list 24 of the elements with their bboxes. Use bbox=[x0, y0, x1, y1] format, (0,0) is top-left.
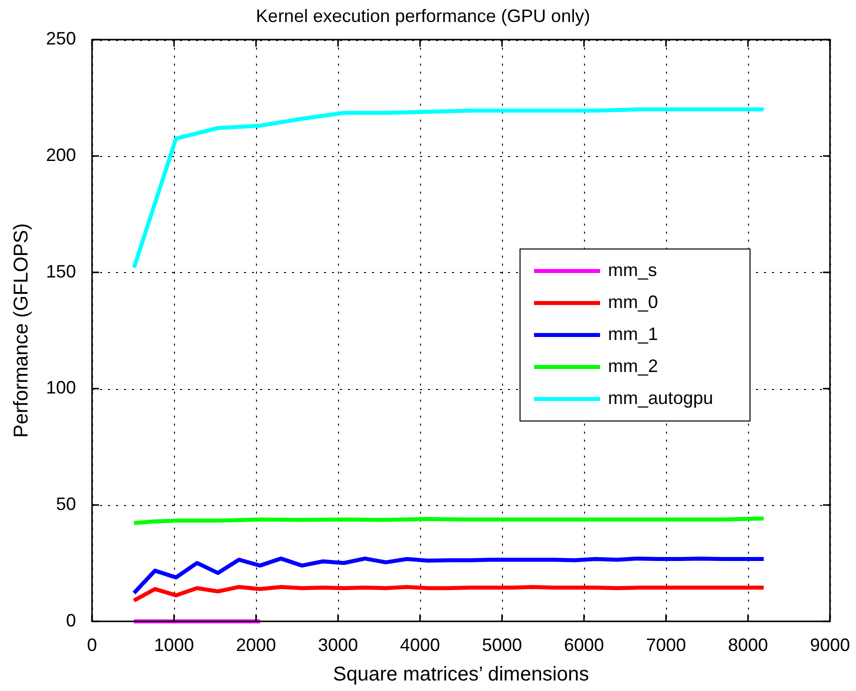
x-axis-title: Square matrices’ dimensions bbox=[332, 664, 590, 686]
x-tick-label: 2000 bbox=[236, 635, 276, 656]
x-tick-label: 4000 bbox=[400, 635, 440, 656]
x-tick-label: 0 bbox=[87, 635, 98, 656]
y-tick-label: 250 bbox=[46, 28, 76, 49]
x-tick-label: 7000 bbox=[646, 635, 686, 656]
x-tick-label: 1000 bbox=[154, 635, 194, 656]
legend-label: mm_2 bbox=[608, 356, 658, 376]
x-tick-label: 3000 bbox=[318, 635, 358, 656]
x-tick-label: 5000 bbox=[482, 635, 522, 656]
legend-label: mm_1 bbox=[608, 324, 658, 344]
x-tick-label: 9000 bbox=[810, 635, 850, 656]
y-tick-label: 50 bbox=[56, 494, 76, 514]
legend-label: mm_0 bbox=[608, 292, 658, 312]
x-tick-label: 8000 bbox=[728, 635, 768, 656]
legend-label: mm_autogpu bbox=[608, 388, 714, 408]
y-tick-label: 0 bbox=[66, 610, 76, 630]
chart-title: Kernel execution performance (GPU only) bbox=[256, 6, 590, 26]
y-tick-label: 200 bbox=[46, 144, 76, 165]
x-tick-label: 6000 bbox=[564, 635, 604, 656]
y-tick-label: 150 bbox=[46, 261, 76, 282]
y-axis-title: Performance (GFLOPS) bbox=[10, 223, 33, 438]
legend-label: mm_s bbox=[608, 260, 658, 280]
y-tick-label: 100 bbox=[46, 378, 76, 398]
